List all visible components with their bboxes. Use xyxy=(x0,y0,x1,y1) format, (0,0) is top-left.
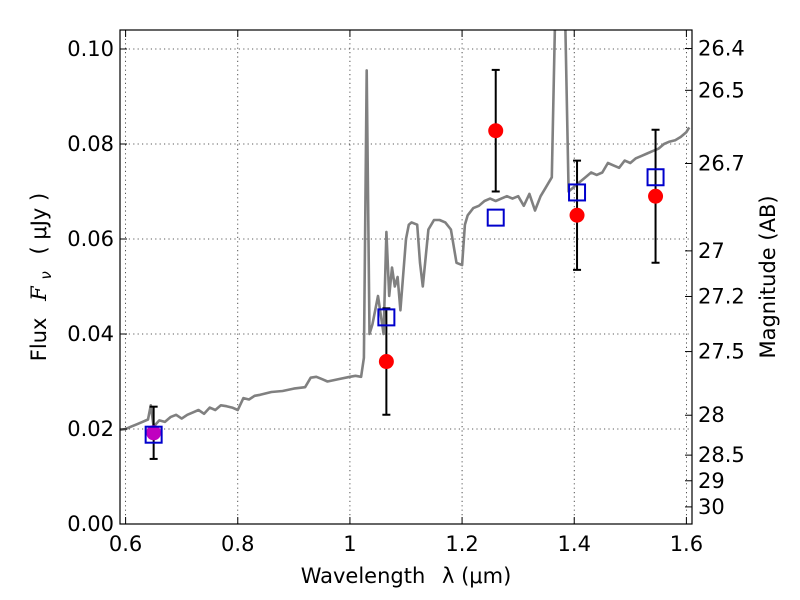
model-point-square xyxy=(486,208,505,227)
y-tick-label: 0.06 xyxy=(67,227,114,251)
y-axis-title: Flux F ν ( μJy ) xyxy=(27,193,56,361)
model-point-square xyxy=(646,168,665,187)
y-axis-title-subscript: ν xyxy=(37,271,55,279)
y2-tick-label: 28 xyxy=(698,403,725,427)
x-tick-label: 0.6 xyxy=(109,532,142,556)
x-tick-label: 1 xyxy=(343,532,356,556)
y2-tick-label: 29 xyxy=(698,469,725,493)
observed-point xyxy=(488,123,504,139)
y-tick-label: 0.02 xyxy=(67,417,114,441)
x-tick-label: 1.6 xyxy=(670,532,703,556)
observed-point xyxy=(146,425,162,441)
y-axis-title-symbol: F xyxy=(27,285,51,302)
y-axis-title-text: Flux xyxy=(27,318,51,362)
y-tick-label: 0.08 xyxy=(67,132,114,156)
x-axis-title-text: Wavelength xyxy=(301,564,426,588)
model-point-square xyxy=(568,183,587,202)
x-tick-label: 0.8 xyxy=(221,532,254,556)
y-tick-label: 0.10 xyxy=(67,37,114,61)
x-tick-label: 1.4 xyxy=(558,532,591,556)
plot-frame xyxy=(119,29,693,525)
data-series xyxy=(120,30,691,460)
y2-axis-title: Magnitude (AB) xyxy=(756,195,780,358)
y2-tick-label: 30 xyxy=(698,495,725,519)
y-tick-label: 0.04 xyxy=(67,322,114,346)
model-point-square xyxy=(377,308,396,327)
y2-tick-label: 27.2 xyxy=(698,284,745,308)
x-axis-title: Wavelength λ (μm) xyxy=(301,564,512,588)
grid-lines xyxy=(120,30,692,524)
y2-tick-label: 26.5 xyxy=(698,78,745,102)
axis-ticks: 0.6 0.8 1 1.2 1.4 1.6 0.00 0.02 0.04 0.06 0.08 0.10… xyxy=(67,30,745,556)
model-point-square xyxy=(144,425,163,444)
observed-point xyxy=(648,188,664,204)
y2-tick-label: 26.7 xyxy=(698,151,745,175)
y2-tick-label: 27.5 xyxy=(698,340,745,364)
model-spectrum-line xyxy=(120,30,691,432)
x-axis-title-symbol: λ (μm) xyxy=(442,564,511,588)
y2-tick-label: 26.4 xyxy=(698,37,745,61)
x-tick-label: 1.2 xyxy=(445,532,478,556)
y-axis-title-unit: ( μJy ) xyxy=(27,193,51,255)
y2-tick-label: 28.5 xyxy=(698,443,745,467)
y2-tick-label: 27 xyxy=(698,239,725,263)
observed-point xyxy=(378,354,394,370)
y-tick-label: 0.00 xyxy=(67,512,114,536)
observed-point xyxy=(569,207,585,223)
